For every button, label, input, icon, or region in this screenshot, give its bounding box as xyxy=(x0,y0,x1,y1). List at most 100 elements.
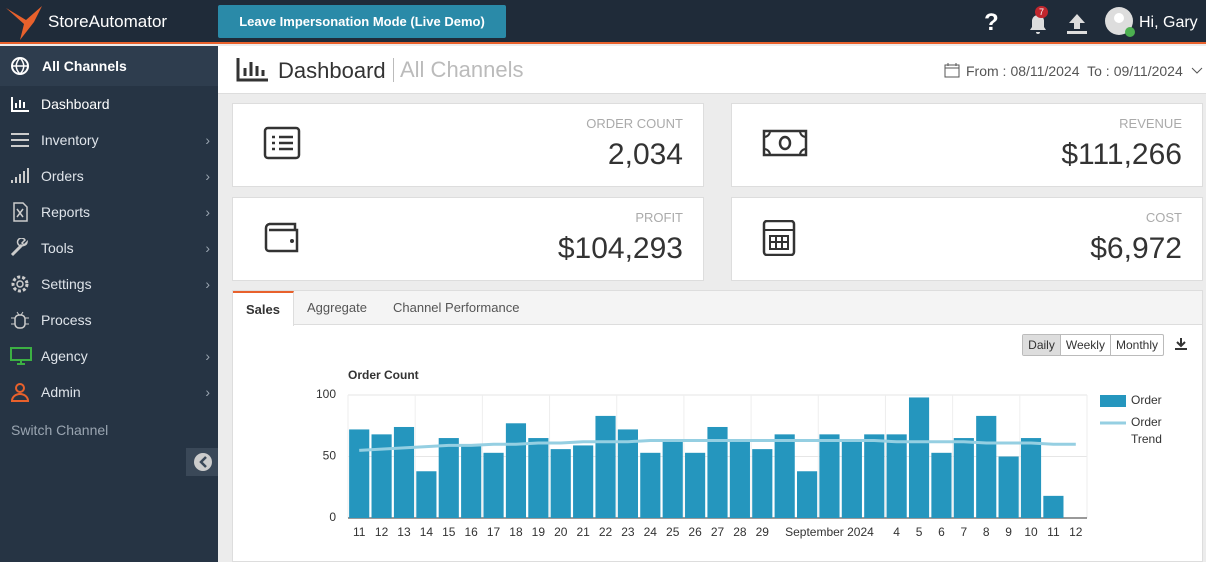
nav-label: Settings xyxy=(41,276,92,292)
bar xyxy=(774,434,795,518)
channel-label: All Channels xyxy=(42,58,127,74)
bar xyxy=(729,441,750,518)
x-tick-label: 5 xyxy=(916,525,923,539)
nav-item[interactable]: Dashboard xyxy=(0,86,218,122)
download-button[interactable] xyxy=(1174,337,1188,351)
x-tick-label: 8 xyxy=(983,525,990,539)
switch-channel[interactable]: Switch Channel xyxy=(11,422,109,438)
bar xyxy=(349,429,370,518)
bar xyxy=(662,441,683,518)
x-tick-label: September 2024 xyxy=(785,525,874,539)
bar xyxy=(371,434,392,518)
notification-badge[interactable]: 7 xyxy=(1035,6,1049,18)
nav-item[interactable]: Settings › xyxy=(0,266,218,302)
stat-card: ORDER COUNT 2,034 xyxy=(232,103,704,187)
chart-title: Order Count xyxy=(348,368,419,382)
stat-card: COST $6,972 xyxy=(731,197,1203,281)
bar xyxy=(461,445,482,518)
impersonation-button[interactable]: Leave Impersonation Mode (Live Demo) xyxy=(218,5,506,38)
x-tick-label: 9 xyxy=(1005,525,1012,539)
brand: StoreAutomator xyxy=(48,12,168,31)
nav-item[interactable]: Inventory › xyxy=(0,122,218,158)
x-tick-label: 28 xyxy=(733,525,747,539)
x-tick-label: 12 xyxy=(1069,525,1083,539)
x-tick-label: 22 xyxy=(599,525,613,539)
tab[interactable]: Channel Performance xyxy=(392,300,520,315)
bar xyxy=(483,452,504,518)
nav-item[interactable]: Agency › xyxy=(0,338,218,374)
period-button[interactable]: Daily xyxy=(1023,335,1060,355)
tab[interactable]: Sales xyxy=(233,291,294,326)
bar xyxy=(908,397,930,518)
bar xyxy=(685,452,706,518)
collapse-button[interactable] xyxy=(186,448,218,476)
x-tick-label: 15 xyxy=(442,525,456,539)
bar xyxy=(393,426,415,518)
page-title: Dashboard xyxy=(278,58,386,83)
y-tick-label: 100 xyxy=(316,387,336,401)
nav-label: Process xyxy=(41,312,92,328)
bar xyxy=(796,471,818,518)
nav-item[interactable]: Tools › xyxy=(0,230,218,266)
nav-item[interactable]: Admin › xyxy=(0,374,218,410)
avatar[interactable] xyxy=(1104,6,1138,40)
bar xyxy=(707,426,728,518)
nav-label: Orders xyxy=(41,168,84,184)
card-value: 2,034 xyxy=(607,138,683,171)
sidebar: All Channels Dashboard Inventory › Orders… xyxy=(0,46,218,562)
logo xyxy=(6,6,42,40)
card-value: $6,972 xyxy=(1090,232,1182,265)
nav-item[interactable]: Orders › xyxy=(0,158,218,194)
period-button[interactable]: Weekly xyxy=(1059,335,1110,355)
card-label: PROFIT xyxy=(635,210,683,225)
x-tick-label: 17 xyxy=(487,525,501,539)
card-label: ORDER COUNT xyxy=(586,116,683,131)
to-date: 09/11/2024 xyxy=(1113,63,1183,79)
legend-label: Order xyxy=(1131,393,1162,407)
x-tick-label: 24 xyxy=(644,525,658,539)
bar xyxy=(617,429,639,518)
x-tick-label: 11 xyxy=(1047,525,1060,539)
from-label: From : xyxy=(966,63,1007,79)
bar xyxy=(819,434,840,518)
to-label: To : xyxy=(1087,63,1110,79)
x-tick-label: 20 xyxy=(554,525,568,539)
date-range[interactable]: From :08/11/2024 To :09/11/2024 xyxy=(944,62,1203,79)
nav-label: Agency xyxy=(41,348,88,364)
card-label: COST xyxy=(1145,210,1182,225)
bar xyxy=(416,471,437,518)
x-tick-label: 10 xyxy=(1024,525,1038,539)
card-value: $111,266 xyxy=(1061,138,1182,171)
bar xyxy=(864,434,885,518)
period-toggle: Daily Weekly Monthly xyxy=(1022,334,1164,356)
x-tick-label: 25 xyxy=(666,525,680,539)
from-date: 08/11/2024 xyxy=(1010,63,1080,79)
x-tick-label: 23 xyxy=(621,525,635,539)
bar xyxy=(886,434,907,518)
bar xyxy=(550,449,571,518)
bar xyxy=(505,423,527,518)
period-button[interactable]: Monthly xyxy=(1109,335,1163,355)
channel-selector[interactable]: All Channels xyxy=(0,46,218,86)
nav-label: Reports xyxy=(41,204,91,220)
nav-label: Dashboard xyxy=(41,96,110,112)
nav-label: Tools xyxy=(41,240,74,256)
x-tick-label: 6 xyxy=(938,525,945,539)
nav-item[interactable]: Process xyxy=(0,302,218,338)
bar xyxy=(931,452,952,518)
y-tick-label: 50 xyxy=(323,449,337,463)
page-subtitle: All Channels xyxy=(393,58,524,82)
bar xyxy=(595,415,616,518)
user-name[interactable]: Hi, Gary xyxy=(1139,14,1198,31)
x-tick-label: 11 xyxy=(353,525,366,539)
x-tick-label: 19 xyxy=(532,525,546,539)
bar xyxy=(573,445,594,518)
top-bar: StoreAutomator Leave Impersonation Mode … xyxy=(0,0,1206,44)
bar xyxy=(953,438,974,518)
tabs: Sales Aggregate Channel Performance xyxy=(233,291,1202,326)
tab[interactable]: Aggregate xyxy=(306,300,367,315)
legend-swatch xyxy=(1100,395,1126,407)
top-icons: ? xyxy=(984,10,1087,36)
nav-item[interactable]: Reports › xyxy=(0,194,218,230)
